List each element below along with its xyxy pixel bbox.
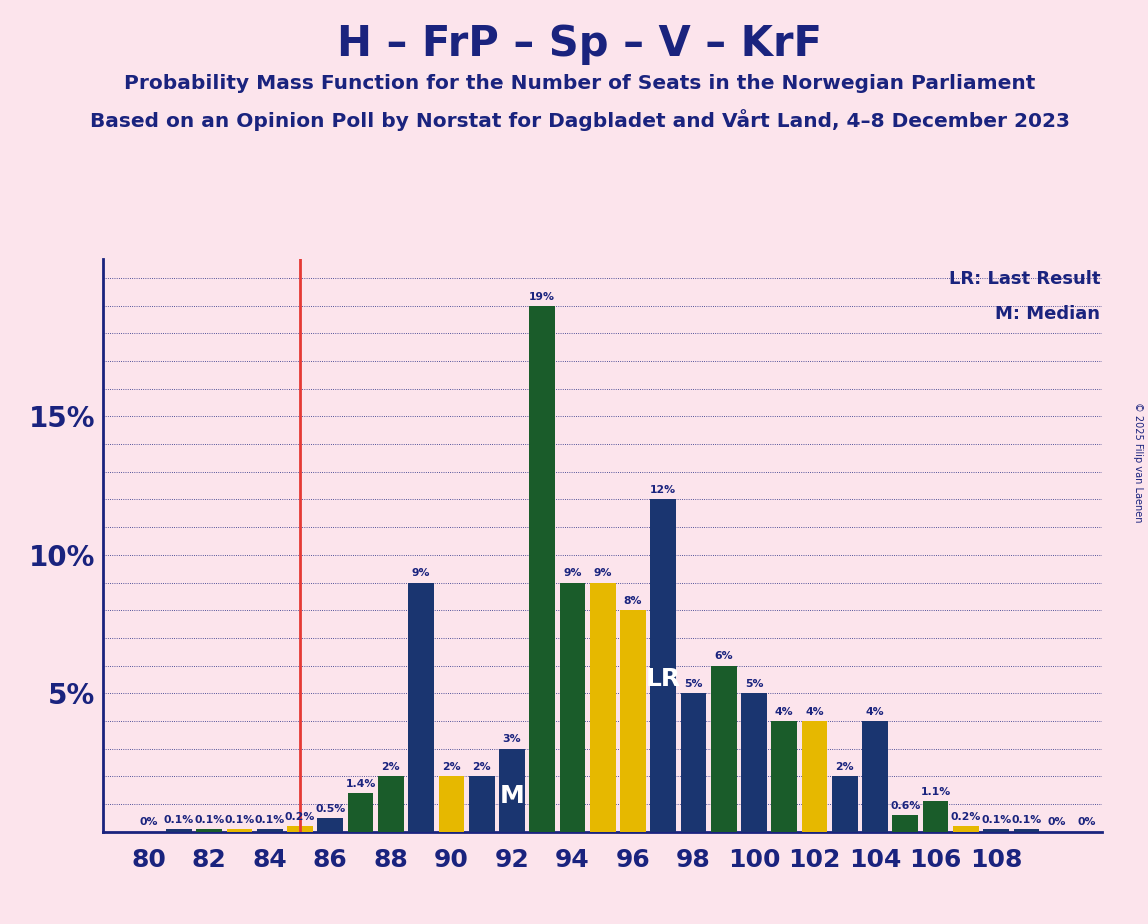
Bar xyxy=(620,610,646,832)
Text: 2%: 2% xyxy=(836,762,854,772)
Bar xyxy=(378,776,404,832)
Text: 0.1%: 0.1% xyxy=(255,815,285,825)
Text: 12%: 12% xyxy=(650,485,676,495)
Text: 0.2%: 0.2% xyxy=(951,812,982,822)
Text: M: Median: M: Median xyxy=(995,305,1100,322)
Bar xyxy=(681,693,706,832)
Bar xyxy=(196,829,222,832)
Text: 8%: 8% xyxy=(623,596,642,606)
Bar xyxy=(439,776,464,832)
Text: 2%: 2% xyxy=(472,762,491,772)
Bar xyxy=(559,582,585,832)
Text: 0.2%: 0.2% xyxy=(285,812,316,822)
Text: LR: Last Result: LR: Last Result xyxy=(948,270,1100,288)
Text: 4%: 4% xyxy=(866,707,884,717)
Bar xyxy=(892,815,918,832)
Bar xyxy=(801,721,828,832)
Text: LR: LR xyxy=(645,667,681,691)
Bar xyxy=(409,582,434,832)
Text: 1.1%: 1.1% xyxy=(921,787,951,797)
Text: 2%: 2% xyxy=(381,762,401,772)
Text: 0.1%: 0.1% xyxy=(982,815,1011,825)
Text: 0.1%: 0.1% xyxy=(194,815,224,825)
Bar xyxy=(1014,829,1039,832)
Bar xyxy=(468,776,495,832)
Bar xyxy=(529,306,554,832)
Bar xyxy=(257,829,282,832)
Text: 0%: 0% xyxy=(139,818,158,828)
Text: 19%: 19% xyxy=(529,292,556,301)
Bar xyxy=(226,829,253,832)
Text: 0%: 0% xyxy=(1047,818,1066,828)
Text: H – FrP – Sp – V – KrF: H – FrP – Sp – V – KrF xyxy=(338,23,822,65)
Text: 0.1%: 0.1% xyxy=(1011,815,1041,825)
Bar xyxy=(771,721,797,832)
Text: 5%: 5% xyxy=(684,679,703,689)
Bar xyxy=(742,693,767,832)
Text: 1.4%: 1.4% xyxy=(346,779,375,789)
Text: 4%: 4% xyxy=(805,707,824,717)
Text: 0.1%: 0.1% xyxy=(224,815,255,825)
Text: 0.1%: 0.1% xyxy=(164,815,194,825)
Bar xyxy=(984,829,1009,832)
Text: 6%: 6% xyxy=(714,651,734,662)
Text: 4%: 4% xyxy=(775,707,793,717)
Text: 3%: 3% xyxy=(503,735,521,745)
Text: 0.5%: 0.5% xyxy=(316,804,346,814)
Bar xyxy=(953,826,979,832)
Text: © 2025 Filip van Laenen: © 2025 Filip van Laenen xyxy=(1133,402,1142,522)
Text: 0.6%: 0.6% xyxy=(890,801,921,811)
Text: 2%: 2% xyxy=(442,762,460,772)
Text: M: M xyxy=(499,784,525,808)
Text: 9%: 9% xyxy=(564,568,582,578)
Bar xyxy=(832,776,858,832)
Text: Based on an Opinion Poll by Norstat for Dagbladet and Vårt Land, 4–8 December 20: Based on an Opinion Poll by Norstat for … xyxy=(90,109,1070,131)
Bar xyxy=(499,748,525,832)
Bar xyxy=(287,826,313,832)
Text: 0%: 0% xyxy=(1078,818,1096,828)
Bar xyxy=(651,500,676,832)
Bar xyxy=(590,582,615,832)
Text: 5%: 5% xyxy=(745,679,763,689)
Bar xyxy=(862,721,887,832)
Text: Probability Mass Function for the Number of Seats in the Norwegian Parliament: Probability Mass Function for the Number… xyxy=(124,74,1035,93)
Bar xyxy=(318,818,343,832)
Bar xyxy=(348,793,373,832)
Bar xyxy=(923,801,948,832)
Text: 9%: 9% xyxy=(412,568,430,578)
Bar xyxy=(711,665,737,832)
Bar xyxy=(166,829,192,832)
Text: 9%: 9% xyxy=(594,568,612,578)
